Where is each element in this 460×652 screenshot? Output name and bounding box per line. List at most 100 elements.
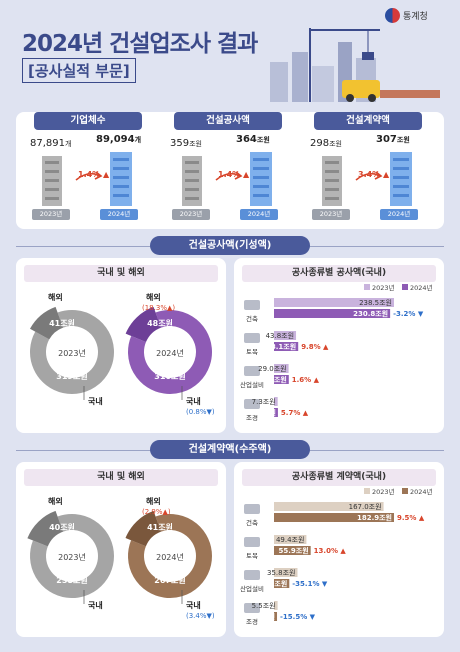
- donut-domestic-value: 258조원: [56, 575, 87, 585]
- donut-year-label: 2023년: [58, 348, 86, 358]
- bar-2023: [274, 397, 278, 406]
- logo-text: 통계청: [403, 12, 428, 22]
- category-icon: [244, 537, 260, 547]
- bar-2024: [274, 612, 278, 621]
- building-icons: [182, 152, 272, 206]
- donut-overseas-value: 40조원: [49, 522, 75, 532]
- category-label: 산업설비: [240, 584, 264, 593]
- donut-domestic-label: 국내: [186, 396, 201, 406]
- donut-subtitle: 국내 및 해외: [24, 265, 218, 282]
- donut-slice-domestic: [128, 310, 212, 394]
- logo-mark-icon: [385, 8, 400, 23]
- bar-change: -3.2% ▼: [393, 310, 424, 318]
- building-icons: [322, 152, 412, 206]
- category-icon: [244, 333, 260, 343]
- summary-value-2024: 364조원: [236, 134, 270, 145]
- bar-panel-contract: [234, 462, 444, 637]
- bar-value-2024: 4.6조원: [250, 612, 275, 621]
- donut-overseas-label: 해외: [146, 292, 161, 302]
- donut-slice-domestic: [30, 310, 114, 394]
- bar-value-2024: 48.1조원: [266, 342, 296, 351]
- donut-slice-overseas: [29, 306, 64, 340]
- bar-2023: [274, 502, 384, 511]
- agency-logo: 통계청: [385, 8, 428, 23]
- legend-swatch-2023: [364, 488, 370, 494]
- legend-swatch-2023: [364, 284, 370, 290]
- legend-swatch-2024: [402, 488, 408, 494]
- category-icon: [244, 603, 260, 613]
- construction-illustration: [270, 28, 440, 102]
- legend-label-2024: 2024년: [410, 487, 433, 496]
- bar-2024: [274, 375, 289, 384]
- category-label: 건축: [246, 518, 258, 527]
- donut-slice-overseas: [125, 306, 162, 343]
- bar-panel-construction: [234, 258, 444, 433]
- donut-panel-contract: [16, 462, 226, 637]
- category-label: 건축: [246, 314, 258, 323]
- summary-card-title: 건설계약액: [314, 112, 422, 130]
- category-label: 조경: [246, 617, 258, 626]
- category-icon: [244, 366, 260, 376]
- category-label: 산업설비: [240, 380, 264, 389]
- bar-change: 5.7% ▲: [281, 409, 309, 417]
- donut-year-label: 2023년: [58, 552, 86, 562]
- donut-year-label: 2024년: [156, 552, 184, 562]
- donut-overseas-label: 해외: [48, 496, 63, 506]
- donut-slice-domestic: [128, 514, 212, 598]
- bar-value-2023: 29.0조원: [258, 364, 286, 373]
- summary-year-2023: 2023년: [172, 209, 210, 220]
- bar-subtitle: 공사종류별 공사액(국내): [242, 265, 436, 282]
- donut-subtitle-2: 국내 및 해외: [24, 469, 218, 486]
- summary-value-2023: 359조원: [170, 138, 202, 149]
- bar-2023: [274, 331, 297, 340]
- donut-domestic-change: (0.8%▼): [186, 408, 215, 416]
- bar-subtitle-2: 공사종류별 계약액(국내): [242, 469, 436, 486]
- donut-year-label: 2024년: [156, 348, 184, 358]
- category-label: 토목: [246, 348, 258, 356]
- donut-domestic-label: 국내: [88, 600, 103, 610]
- bar-2024: [274, 408, 278, 417]
- bar-2023: [274, 364, 289, 373]
- summary-value-2023: 298조원: [310, 138, 342, 149]
- category-icon: [244, 300, 260, 310]
- bar-change: 9.8% ▲: [301, 343, 329, 351]
- donut-overseas-label: 해외: [146, 496, 161, 506]
- category-icon: [244, 399, 260, 409]
- bar-2024: [274, 579, 290, 588]
- legend-swatch-2024: [402, 284, 408, 290]
- donut-domestic-change: (3.4%▼): [186, 612, 215, 620]
- page-title: 2024년 건설업조사 결과: [22, 31, 258, 57]
- bar-change: 13.0% ▲: [314, 547, 347, 555]
- category-icon: [244, 504, 260, 514]
- summary-value-2024: 89,094개: [96, 134, 142, 145]
- bar-change: -15.5% ▼: [280, 613, 316, 621]
- donut-overseas-value: 41조원: [147, 522, 173, 532]
- donut-domestic-value: 319조원: [56, 371, 87, 381]
- summary-year-2024: 2024년: [380, 209, 418, 220]
- legend-label-2023: 2023년: [372, 487, 395, 496]
- summary-year-2023: 2023년: [312, 209, 350, 220]
- bar-value-2024: 29.4조원: [257, 375, 287, 384]
- bar-change: 1.6% ▲: [292, 376, 320, 384]
- summary-value-2024: 307조원: [376, 134, 410, 145]
- category-icon: [244, 570, 260, 580]
- bar-value-2024: 230.8조원: [353, 309, 388, 318]
- donut-overseas-value: 48조원: [147, 318, 173, 328]
- summary-card-title: 기업체수: [34, 112, 142, 130]
- bar-change: 9.5% ▲: [397, 514, 425, 522]
- bar-2023: [274, 568, 298, 577]
- category-label: 조경: [246, 413, 258, 422]
- page-subtitle: [공사실적 부문]: [22, 58, 136, 83]
- legend-label-2023: 2023년: [372, 283, 395, 292]
- bar-2024: [274, 513, 394, 522]
- bar-2024: [274, 342, 299, 351]
- donut-slice-overseas: [27, 510, 64, 548]
- summary-year-2024: 2024년: [100, 209, 138, 220]
- bar-value-2023: 7.3조원: [252, 397, 276, 406]
- bar-value-2023: 49.4조원: [276, 535, 304, 544]
- bar-value-2023: 167.0조원: [349, 502, 382, 511]
- bar-value-2023: 238.5조원: [359, 298, 392, 307]
